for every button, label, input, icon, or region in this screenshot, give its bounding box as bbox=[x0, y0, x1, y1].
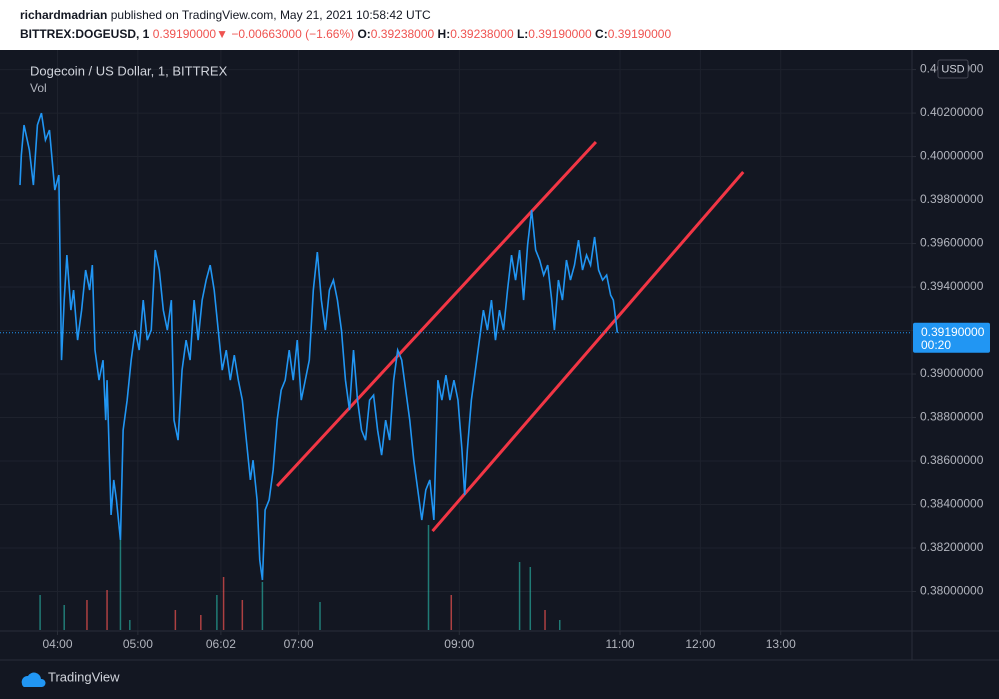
volume-bar bbox=[119, 540, 122, 630]
currency: USD bbox=[941, 63, 964, 75]
down-arrow: ▼ bbox=[216, 27, 228, 41]
volume-bar bbox=[39, 595, 41, 630]
x-tick-label: 07:00 bbox=[284, 637, 314, 651]
y-tick-label: 0.39800000 bbox=[920, 192, 984, 206]
publish-line: richardmadrian published on TradingView.… bbox=[20, 8, 431, 22]
volume-bar bbox=[427, 525, 430, 630]
logo-icon bbox=[21, 672, 46, 687]
ohlc-value: 0.39190000 bbox=[528, 27, 592, 41]
x-tick-label: 13:00 bbox=[766, 637, 796, 651]
last-price-box bbox=[913, 322, 990, 353]
volume-bar bbox=[222, 577, 225, 630]
price-change: −0.00663000 (−1.66%) bbox=[231, 27, 355, 41]
volume-bar bbox=[106, 590, 108, 630]
y-tick-label: 0.38600000 bbox=[920, 453, 984, 467]
y-tick-label: 0.39600000 bbox=[920, 236, 984, 250]
volume-bar bbox=[216, 595, 218, 630]
trend-line bbox=[431, 171, 745, 533]
countdown: 00:20 bbox=[921, 338, 951, 352]
ohlc-key: H: bbox=[437, 27, 451, 41]
ohlc: O:0.39238000 H:0.39238000 L:0.39190000 C… bbox=[357, 27, 671, 41]
x-tick-label: 06:02 bbox=[206, 637, 236, 651]
ohlc-key: O: bbox=[357, 27, 371, 41]
chart-title: Dogecoin / US Dollar, 1, BITTREX bbox=[30, 63, 228, 78]
volume-bar bbox=[559, 620, 561, 630]
volume-label: Vol bbox=[30, 81, 47, 95]
volume-bar bbox=[544, 610, 546, 630]
published-info: published on TradingView.com, May 21, 20… bbox=[110, 8, 431, 22]
y-tick-label: 0.40200000 bbox=[920, 105, 984, 119]
trend-line bbox=[276, 140, 598, 488]
volume-bar bbox=[174, 610, 177, 630]
ohlc-value: 0.39238000 bbox=[370, 27, 435, 41]
publish-header: richardmadrian published on TradingView.… bbox=[0, 0, 999, 50]
last-price-label: 0.39190000 bbox=[921, 325, 985, 339]
y-tick-label: 0.39400000 bbox=[920, 279, 984, 293]
volume-bar bbox=[319, 602, 321, 630]
y-tick-label: 0.38000000 bbox=[920, 584, 984, 598]
volume-bar bbox=[518, 562, 521, 630]
x-tick-label: 11:00 bbox=[605, 637, 634, 651]
x-tick-label: 04:00 bbox=[42, 637, 72, 651]
tradingview-logo: TradingView bbox=[21, 669, 120, 687]
volume-bar bbox=[86, 600, 88, 630]
volume-bar bbox=[261, 582, 264, 630]
volume-bar bbox=[241, 600, 244, 630]
ohlc-value: 0.39190000 bbox=[607, 27, 672, 41]
y-tick-label: 0.38800000 bbox=[920, 410, 984, 424]
ohlc-value: 0.39238000 bbox=[450, 27, 514, 41]
y-tick-label: 0.40000000 bbox=[920, 149, 984, 163]
y-tick-label: 0.39000000 bbox=[920, 366, 984, 380]
x-tick-label: 05:00 bbox=[123, 637, 153, 651]
brand: TradingView bbox=[48, 669, 120, 684]
y-tick-label: 0.38400000 bbox=[920, 497, 984, 511]
volume-bar bbox=[129, 620, 131, 630]
last-price: 0.39190000 bbox=[152, 27, 217, 41]
symbol: BITTREX:DOGEUSD, 1 bbox=[20, 27, 150, 41]
volume-bar bbox=[63, 605, 65, 630]
currency-badge bbox=[937, 59, 969, 79]
publisher: richardmadrian bbox=[20, 8, 108, 22]
symbol-line: BITTREX:DOGEUSD, 1 0.39190000▼ −0.006630… bbox=[20, 27, 671, 41]
ohlc-key: L: bbox=[516, 27, 529, 41]
ohlc-key: C: bbox=[595, 27, 608, 41]
y-tick-label: 0.38200000 bbox=[920, 540, 984, 554]
volume-bar bbox=[529, 567, 532, 630]
volume-bar bbox=[200, 615, 202, 630]
volume-bar bbox=[450, 595, 453, 630]
x-tick-label: 09:00 bbox=[444, 637, 474, 651]
price-line bbox=[19, 112, 619, 581]
x-tick-label: 12:00 bbox=[685, 637, 715, 651]
